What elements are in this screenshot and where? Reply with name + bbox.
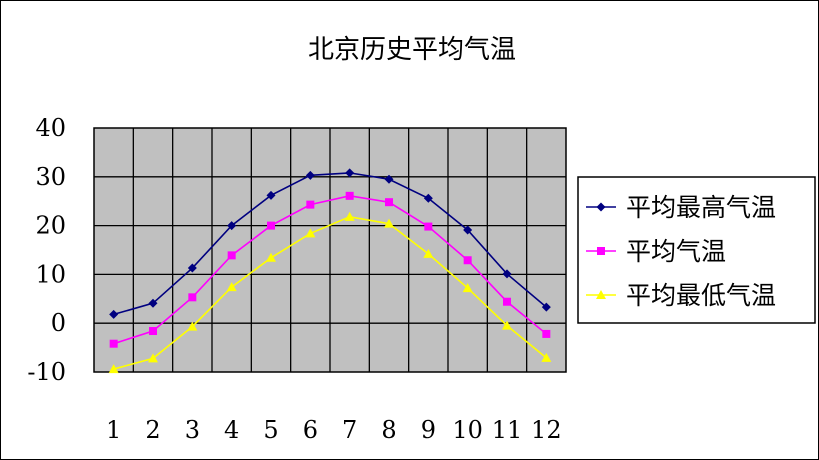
y-tick-label: 40 (35, 114, 66, 142)
x-tick-label: 10 (452, 416, 483, 444)
data-point (149, 327, 157, 336)
x-tick-label: 8 (381, 416, 396, 444)
x-tick-label: 7 (342, 416, 357, 444)
x-tick-label: 1 (106, 416, 121, 444)
x-axis-ticks: 1 2 3 4 5 6 7 8 9 10 11 12 (106, 416, 562, 444)
data-point (108, 364, 119, 374)
data-point (542, 329, 551, 338)
data-point (423, 193, 433, 203)
plot-area (93, 127, 567, 373)
x-tick-label: 5 (263, 416, 278, 444)
legend-label: 平均最高气温 (626, 193, 776, 222)
data-point (227, 251, 236, 260)
legend-box (577, 176, 816, 324)
y-tick-label: -10 (27, 358, 66, 386)
legend-marker (596, 202, 606, 212)
legend-item: 平均气温 (586, 237, 726, 266)
data-point (188, 293, 197, 302)
data-point (266, 190, 276, 200)
series-1 (109, 168, 551, 319)
x-tick-label: 12 (531, 416, 562, 444)
legend-label: 平均最低气温 (626, 281, 776, 310)
data-point (266, 252, 276, 262)
data-point (502, 320, 512, 330)
y-tick-label: 10 (35, 260, 66, 288)
legend-item: 平均最高气温 (586, 193, 776, 222)
data-point (148, 298, 158, 308)
data-point (384, 218, 394, 228)
legend-marker (596, 290, 606, 299)
data-point (345, 168, 355, 178)
data-point (541, 302, 551, 312)
x-tick-label: 9 (421, 416, 436, 444)
data-point (463, 225, 473, 235)
data-point (226, 282, 237, 292)
series-line (113, 195, 547, 345)
series-line (113, 172, 547, 316)
data-point (424, 222, 433, 231)
data-point (384, 174, 394, 184)
y-axis-ticks: 40 30 20 10 0 -10 (27, 114, 66, 386)
y-tick-label: 0 (51, 309, 66, 337)
data-point (148, 353, 158, 363)
y-tick-label: 30 (35, 163, 66, 191)
data-point (267, 221, 275, 230)
series-2 (109, 191, 551, 348)
data-point (305, 170, 315, 180)
series-3 (108, 211, 552, 374)
data-point (463, 256, 472, 265)
data-point (541, 352, 552, 362)
data-point (385, 198, 393, 207)
data-point (423, 248, 434, 258)
chart-title: 北京历史平均气温 (308, 35, 516, 65)
legend-label: 平均气温 (626, 237, 726, 266)
legend-marker (597, 247, 605, 255)
y-tick-label: 20 (35, 212, 66, 240)
data-point (109, 309, 119, 319)
data-point (306, 200, 315, 209)
data-point (503, 297, 511, 306)
data-point (345, 191, 354, 200)
series-line (113, 215, 547, 370)
data-point (344, 211, 355, 221)
data-point (187, 263, 197, 273)
legend-item: 平均最低气温 (586, 281, 776, 310)
data-point (187, 321, 198, 331)
x-tick-label: 2 (145, 416, 160, 444)
x-tick-label: 11 (492, 416, 523, 444)
data-point (502, 269, 512, 279)
data-point (305, 228, 316, 238)
x-tick-label: 3 (185, 416, 200, 444)
x-tick-label: 6 (303, 416, 318, 444)
series-layer (108, 168, 552, 374)
data-point (462, 283, 473, 293)
data-point (109, 339, 118, 348)
data-point (227, 221, 237, 231)
x-tick-label: 4 (224, 416, 239, 444)
